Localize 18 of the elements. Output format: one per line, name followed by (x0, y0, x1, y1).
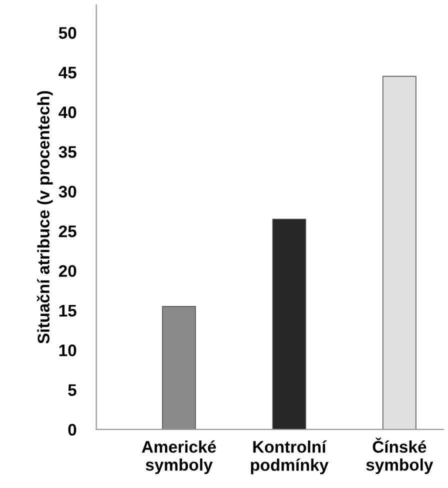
y-tick-label: 40 (58, 106, 76, 118)
y-axis-title: Situační atribuce (v procentech) (36, 91, 53, 344)
y-tick-label: 25 (58, 225, 76, 238)
x-tick-label: Americké symboly (142, 440, 216, 474)
y-tick-label: 15 (59, 304, 76, 317)
y-tick-label: 50 (58, 27, 76, 39)
bar (382, 76, 416, 430)
y-tick-label: 10 (59, 344, 76, 356)
x-tick-label: Kontrolní podmínky (250, 440, 328, 474)
y-tick-label: 0 (68, 424, 76, 436)
bar (272, 218, 306, 430)
x-tick-label: Čínské symboly (366, 438, 434, 474)
y-tick-label: 5 (68, 384, 76, 396)
y-tick-label: 45 (58, 66, 76, 79)
bar (162, 306, 196, 430)
y-tick-label: 35 (58, 146, 76, 158)
y-tick-label: 20 (58, 265, 76, 277)
y-tick-label: 30 (58, 186, 76, 198)
